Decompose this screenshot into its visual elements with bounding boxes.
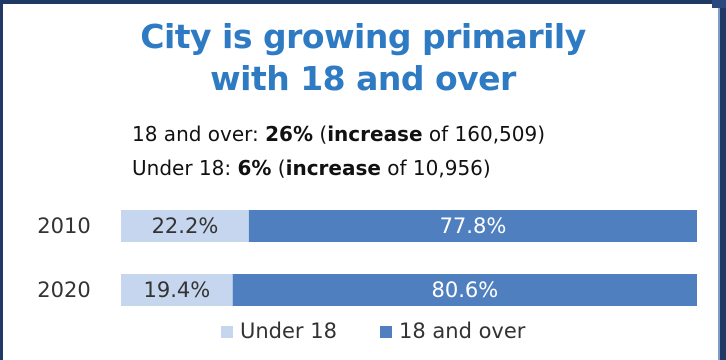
bar-2020-series-1	[121, 274, 233, 306]
data-label-2010-series-1: 22.2%	[152, 214, 219, 238]
frame-border-top	[0, 0, 726, 4]
stat-under-18-word: increase	[285, 156, 381, 180]
legend-label-series-1: Under 18	[240, 319, 337, 343]
bar-2010-series-1	[121, 210, 249, 242]
stat-under-18-label: Under 18:	[132, 156, 238, 180]
stat-over-18-label: 18 and over:	[132, 122, 266, 146]
year-label-2020: 2020	[37, 278, 90, 302]
stat-under-18: Under 18: 6% (increase of 10,956)	[132, 155, 491, 181]
legend-swatch-series-2	[380, 326, 392, 338]
chart-title-line-1: City is growing primarily	[140, 17, 586, 56]
stat-over-18: 18 and over: 26% (increase of 160,509)	[132, 121, 545, 147]
frame-shadow-right	[718, 4, 720, 360]
chart-title: City is growing primarily with 18 and ov…	[0, 16, 726, 100]
data-label-2010-series-2: 77.8%	[440, 214, 507, 238]
stat-over-18-rest: of 160,509)	[422, 122, 546, 146]
stat-under-18-rest: of 10,956)	[380, 156, 491, 180]
chart-title-line-2: with 18 and over	[210, 59, 516, 98]
stat-over-18-open: (	[313, 122, 328, 146]
stat-under-18-open: (	[271, 156, 286, 180]
legend-swatch-series-1	[221, 326, 233, 338]
legend-label-series-2: 18 and over	[399, 319, 526, 343]
stat-over-18-percent: 26%	[265, 122, 314, 146]
frame-border-left	[0, 0, 3, 360]
frame-corner	[712, 0, 726, 8]
year-label-2010: 2010	[37, 214, 90, 238]
stat-over-18-word: increase	[327, 122, 423, 146]
frame-border-right	[720, 0, 726, 360]
data-label-2020-series-2: 80.6%	[432, 278, 499, 302]
stat-under-18-percent: 6%	[237, 156, 272, 180]
bar-2010-series-2	[248, 210, 697, 242]
bar-2020-series-2	[232, 274, 697, 306]
data-label-2020-series-1: 19.4%	[144, 278, 211, 302]
